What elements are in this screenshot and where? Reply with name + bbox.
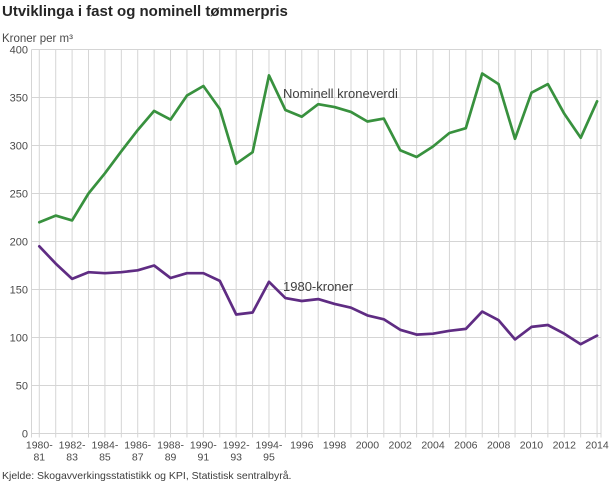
x-tick-label: 2002 [389,440,413,452]
chart-title: Utviklinga i fast og nominell tømmerpris [2,3,288,20]
x-tick-label: 1998 [323,440,347,452]
x-tick-label: 2012 [553,440,577,452]
x-tick-label: 2008 [487,440,511,452]
x-tick-label: 91 [198,452,210,464]
x-tick-label: 87 [132,452,144,464]
y-axis-unit-label: Kroner per m³ [2,33,73,45]
x-tick-label: 1984- [91,440,118,452]
x-tick-label: 89 [165,452,177,464]
y-tick-label: 350 [10,92,28,104]
nominal-line [37,72,599,224]
y-tick-label: 250 [10,188,28,200]
real-line [37,244,599,346]
source-caption: Kjelde: Skogavverkingsstatistikk og KPI,… [2,470,292,482]
x-tick-label: 1996 [290,440,314,452]
x-tick-label: 1982- [59,440,86,452]
x-axis-ticks [31,433,602,438]
x-tick-label: 2004 [421,440,445,452]
x-tick-label: 83 [66,452,78,464]
y-tick-labels: 400 350 300 250 200 150 100 50 0 [10,44,28,440]
x-tick-label: 2000 [356,440,380,452]
x-tick-label: 1988- [157,440,184,452]
series-annotations: Nominell kroneverdi 1980-kroner [283,86,398,294]
y-tick-label: 150 [10,284,28,296]
x-tick-label: 2014 [585,440,609,452]
x-tick-label: 85 [99,452,111,464]
x-tick-label: 93 [230,452,242,464]
y-tick-label: 100 [10,332,28,344]
x-tick-label: 81 [33,452,45,464]
x-tick-label: 2006 [454,440,478,452]
x-tick-label: 95 [263,452,275,464]
real-line-label: 1980-kroner [283,279,354,294]
x-tick-labels: 1980-81 1982-83 1984-85 1986-87 1988-89 1990-… [26,440,609,464]
x-tick-label: 1994- [256,440,283,452]
x-tick-label: 1990- [190,440,217,452]
nominal-line-label: Nominell kroneverdi [283,86,398,101]
x-tick-label: 1980- [26,440,53,452]
y-tick-label: 50 [16,380,28,392]
y-tick-label: 200 [10,236,28,248]
y-tick-label: 300 [10,140,28,152]
y-gridlines [31,49,601,434]
x-tick-label: 1992- [223,440,250,452]
y-tick-label: 400 [10,44,28,56]
x-tick-label: 2010 [520,440,544,452]
y-tick-label: 0 [22,428,28,440]
x-tick-label: 1986- [124,440,151,452]
